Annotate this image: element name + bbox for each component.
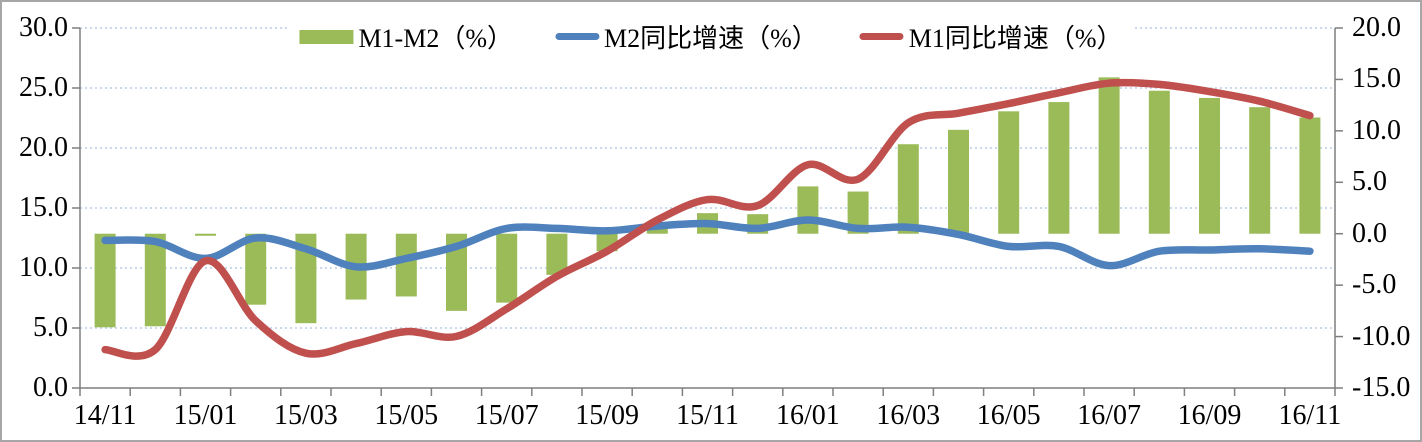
y-axis-left-label: 30.0 [19, 12, 68, 43]
y-axis-right-label: -5.0 [1352, 269, 1397, 301]
legend-line-swatch-m2-icon [555, 33, 599, 40]
x-axis-label: 16/11 [1278, 400, 1342, 431]
legend-bar-swatch-icon [299, 29, 354, 44]
legend-label-m1-yoy: M1同比增速（%） [908, 24, 1123, 53]
y-axis-left-label: 0.0 [33, 372, 68, 403]
y-axis-right-label: 10.0 [1352, 114, 1401, 146]
y-axis-left-label: 25.0 [19, 72, 68, 103]
legend-label-m2-yoy: M2同比增速（%） [604, 24, 818, 53]
x-axis-label: 15/03 [274, 400, 338, 431]
bar-m1-m2 [948, 129, 969, 234]
chart-legend: M1-M2（%） M2同比增速（%） M1同比增速（%） [289, 18, 1133, 55]
x-axis-label: 15/05 [374, 400, 439, 431]
bar-m1-m2 [897, 144, 919, 234]
bar-m1-m2 [94, 233, 116, 328]
bar-m1-m2 [1098, 77, 1120, 234]
x-axis-label: 16/05 [976, 400, 1041, 431]
bar-m1-m2 [1148, 90, 1170, 234]
bar-m1-m2 [1249, 107, 1271, 234]
x-axis-label: 16/01 [776, 400, 840, 431]
y-axis-left-label: 15.0 [19, 192, 68, 223]
bar-m1-m2 [646, 228, 668, 234]
x-axis-label: 16/09 [1177, 400, 1242, 431]
legend-line-swatch-m1-icon [859, 33, 904, 40]
x-axis-label: 15/01 [173, 400, 238, 431]
y-axis-right-label: 15.0 [1352, 63, 1401, 95]
x-axis-label: 16/07 [1077, 400, 1141, 431]
bar-m1-m2 [446, 233, 467, 311]
line-series-0 [101, 216, 1314, 271]
y-axis-right-label: 5.0 [1352, 166, 1387, 198]
line-series-1 [101, 78, 1314, 360]
bar-m1-m2 [797, 186, 819, 234]
bar-m1-m2 [395, 233, 417, 297]
y-axis-right-label: -10.0 [1352, 320, 1411, 352]
bar-m1-m2 [144, 233, 166, 327]
x-axis-label: 15/07 [474, 400, 539, 431]
bar-m1-m2 [847, 191, 869, 234]
y-axis-right-label: 20.0 [1352, 12, 1401, 43]
x-axis-label: 15/11 [676, 400, 739, 431]
bar-m1-m2 [1199, 97, 1220, 234]
y-axis-right-label: 0.0 [1352, 217, 1387, 249]
y-axis-left-label: 20.0 [19, 132, 68, 163]
bar-m1-m2 [1048, 102, 1070, 234]
legend-item-m1-m2: M1-M2（%） [299, 18, 513, 55]
bar-m1-m2 [1299, 117, 1321, 234]
y-axis-left-label: 10.0 [19, 252, 68, 283]
legend-item-m2-yoy: M2同比增速（%） [555, 18, 818, 55]
bar-m1-m2 [546, 233, 568, 275]
legend-item-m1-yoy: M1同比增速（%） [859, 18, 1123, 55]
y-axis-right-label: -15.0 [1352, 372, 1411, 403]
bar-m1-m2 [295, 233, 317, 324]
legend-label-m1-m2: M1-M2（%） [358, 24, 513, 53]
y-axis-left-label: 5.0 [33, 312, 68, 343]
x-axis-label: 15/09 [575, 400, 639, 431]
bar-m1-m2 [496, 233, 518, 303]
bar-m1-m2 [195, 233, 216, 236]
bar-m1-m2 [998, 111, 1020, 234]
x-axis-label: 14/11 [73, 400, 137, 431]
bar-m1-m2 [245, 233, 267, 305]
x-axis-label: 16/03 [876, 400, 941, 431]
